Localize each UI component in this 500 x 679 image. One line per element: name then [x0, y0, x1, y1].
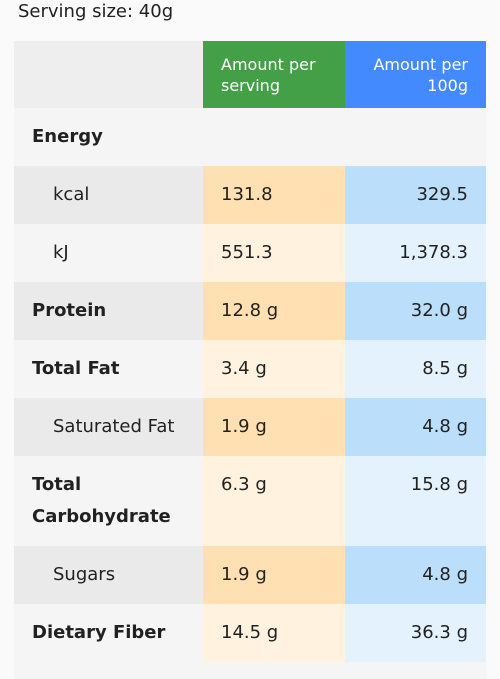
per-serving-value: 551.3: [203, 224, 345, 282]
header-row: Amount per serving Amount per 100g: [14, 41, 486, 108]
nutrient-row: Total Carbohydrate 6.3 g 15.8 g: [14, 456, 486, 546]
header-cell: Amount per serving: [203, 41, 345, 108]
per-100g-value: 4.8 g: [345, 398, 486, 456]
nutrient-label: kcal: [14, 166, 203, 224]
page: Serving size: 40g Amount per serving Amo…: [0, 0, 500, 662]
per-serving-value: 1.9 g: [203, 398, 345, 456]
nutrient-label: kJ: [14, 224, 203, 282]
per-serving-value: 12.8 g: [203, 282, 345, 340]
nutrient-row: kcal 131.8 329.5: [14, 166, 486, 224]
per-serving-value: 6.3 g: [203, 456, 345, 546]
nutrition-table: Amount per serving Amount per 100g Energ…: [14, 41, 486, 662]
serving-size: Serving size: 40g: [0, 0, 500, 41]
per-100g-value: 15.8 g: [345, 456, 486, 546]
nutrient-row: Energy: [14, 108, 486, 166]
per-serving-value: 131.8: [203, 166, 345, 224]
nutrient-row: kJ 551.3 1,378.3: [14, 224, 486, 282]
nutrient-label: Sugars: [14, 546, 203, 604]
nutrient-label: Dietary Fiber: [14, 604, 203, 662]
per-serving-value: 14.5 g: [203, 604, 345, 662]
per-100g-value: 32.0 g: [345, 282, 486, 340]
per-100g-value: 36.3 g: [345, 604, 486, 662]
per-serving-value: 3.4 g: [203, 340, 345, 398]
nutrition-panel: Amount per serving Amount per 100g Energ…: [14, 41, 486, 679]
per-serving-value: 1.9 g: [203, 546, 345, 604]
per-100g-value: 1,378.3: [345, 224, 486, 282]
header-cell: Amount per 100g: [345, 41, 486, 108]
nutrient-label: Energy: [14, 108, 486, 166]
per-100g-value: 4.8 g: [345, 546, 486, 604]
nutrient-row: Protein 12.8 g 32.0 g: [14, 282, 486, 340]
header-cell: [14, 41, 203, 108]
nutrient-row: Sugars 1.9 g 4.8 g: [14, 546, 486, 604]
nutrient-label: Saturated Fat: [14, 398, 203, 456]
nutrient-label: Total Carbohydrate: [14, 456, 203, 546]
per-100g-value: 329.5: [345, 166, 486, 224]
per-100g-value: 8.5 g: [345, 340, 486, 398]
nutrient-label: Total Fat: [14, 340, 203, 398]
nutrient-row: Saturated Fat 1.9 g 4.8 g: [14, 398, 486, 456]
nutrient-row: Dietary Fiber 14.5 g 36.3 g: [14, 604, 486, 662]
nutrient-row: Total Fat 3.4 g 8.5 g: [14, 340, 486, 398]
nutrient-label: Protein: [14, 282, 203, 340]
